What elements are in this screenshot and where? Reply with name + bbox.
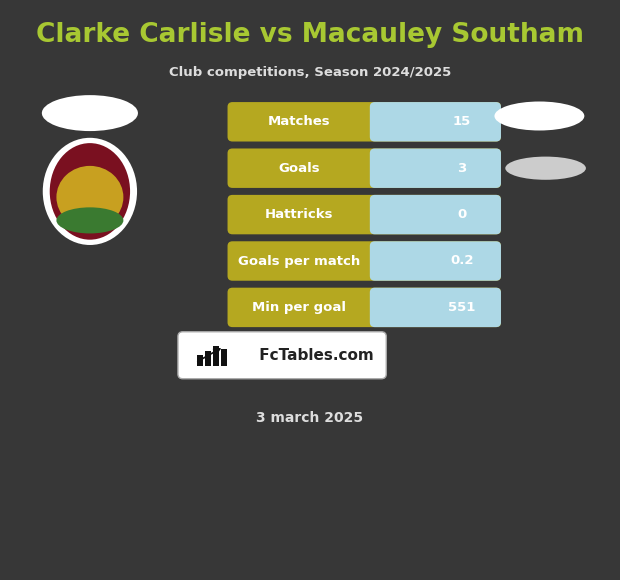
FancyBboxPatch shape	[228, 288, 501, 327]
Ellipse shape	[495, 102, 584, 130]
FancyBboxPatch shape	[228, 241, 501, 281]
FancyBboxPatch shape	[370, 148, 501, 188]
Bar	[205, 351, 211, 366]
Bar	[197, 355, 203, 366]
FancyBboxPatch shape	[228, 148, 501, 188]
FancyBboxPatch shape	[178, 332, 386, 379]
FancyBboxPatch shape	[370, 102, 501, 142]
Text: Matches: Matches	[268, 115, 330, 128]
Text: 0: 0	[458, 208, 467, 221]
Text: Clarke Carlisle vs Macauley Southam: Clarke Carlisle vs Macauley Southam	[36, 22, 584, 48]
Ellipse shape	[56, 207, 123, 233]
Ellipse shape	[56, 166, 123, 229]
Ellipse shape	[42, 95, 138, 131]
Text: 551: 551	[448, 301, 476, 314]
FancyBboxPatch shape	[370, 288, 501, 327]
Text: FcTables.com: FcTables.com	[254, 348, 374, 362]
Ellipse shape	[505, 157, 586, 180]
Text: Club competitions, Season 2024/2025: Club competitions, Season 2024/2025	[169, 66, 451, 79]
Text: Goals per match: Goals per match	[238, 255, 360, 267]
Bar	[374, 107, 384, 137]
Bar	[374, 153, 384, 183]
Text: 3: 3	[458, 162, 467, 175]
FancyBboxPatch shape	[228, 102, 501, 142]
Text: 15: 15	[453, 115, 471, 128]
Text: Min per goal: Min per goal	[252, 301, 347, 314]
Text: Goals: Goals	[278, 162, 320, 175]
Bar	[374, 200, 384, 230]
Ellipse shape	[44, 139, 136, 244]
FancyBboxPatch shape	[370, 195, 501, 234]
Bar	[213, 346, 219, 366]
Text: Hattricks: Hattricks	[265, 208, 334, 221]
Ellipse shape	[50, 143, 130, 240]
Bar	[374, 292, 384, 322]
Bar	[221, 349, 227, 366]
Text: 3 march 2025: 3 march 2025	[257, 411, 363, 425]
FancyBboxPatch shape	[370, 241, 501, 281]
FancyBboxPatch shape	[228, 195, 501, 234]
Text: 0.2: 0.2	[450, 255, 474, 267]
Bar	[374, 246, 384, 276]
